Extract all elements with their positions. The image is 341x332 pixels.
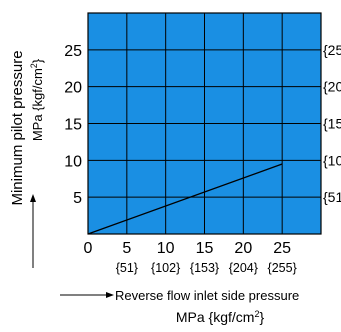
y-secondary-tick-label: {204} <box>323 79 341 95</box>
x-secondary-tick-labels: {51} {102} {153} {204} {255} <box>116 261 297 275</box>
x-tick-label: 15 <box>196 240 214 257</box>
y-secondary-tick-labels: {51} {102} {153} {204} {255} <box>323 42 341 205</box>
x-secondary-tick-label: {204} <box>229 261 258 275</box>
x-tick-label: 0 <box>84 240 93 257</box>
x-tick-labels: 0 5 10 15 20 25 <box>84 240 292 257</box>
x-axis-unit: MPa {kgf/cm2} <box>176 309 265 325</box>
x-axis-title: Reverse flow inlet side pressure <box>115 288 299 303</box>
y-tick-label: 20 <box>64 80 82 97</box>
x-secondary-tick-label: {102} <box>151 261 180 275</box>
x-axis-arrowhead <box>106 292 114 298</box>
x-tick-label: 25 <box>273 240 291 257</box>
plot-frame <box>87 12 322 235</box>
y-tick-label: 25 <box>64 43 82 60</box>
y-axis-title: Minimum pilot pressure <box>9 50 26 205</box>
x-secondary-tick-label: {255} <box>268 261 297 275</box>
y-tick-labels: 5 10 15 20 25 <box>64 43 82 207</box>
y-tick-label: 15 <box>64 117 82 134</box>
y-tick-label: 10 <box>64 153 82 170</box>
y-axis-arrowhead <box>30 194 36 202</box>
x-secondary-tick-label: {153} <box>190 261 219 275</box>
y-secondary-tick-label: {153} <box>323 116 341 132</box>
x-secondary-tick-label: {51} <box>116 261 138 275</box>
y-tick-label: 5 <box>73 190 82 207</box>
x-tick-label: 5 <box>122 240 131 257</box>
y-secondary-tick-label: {51} <box>323 189 341 205</box>
y-secondary-tick-label: {102} <box>323 152 341 168</box>
x-tick-label: 20 <box>234 240 252 257</box>
series-line <box>87 163 283 235</box>
y-secondary-tick-label: {255} <box>323 42 341 58</box>
grid-lines <box>88 13 321 234</box>
x-tick-label: 10 <box>157 240 175 257</box>
series-group <box>87 163 283 235</box>
y-axis-unit: MPa {kgf/cm2} <box>29 58 45 141</box>
